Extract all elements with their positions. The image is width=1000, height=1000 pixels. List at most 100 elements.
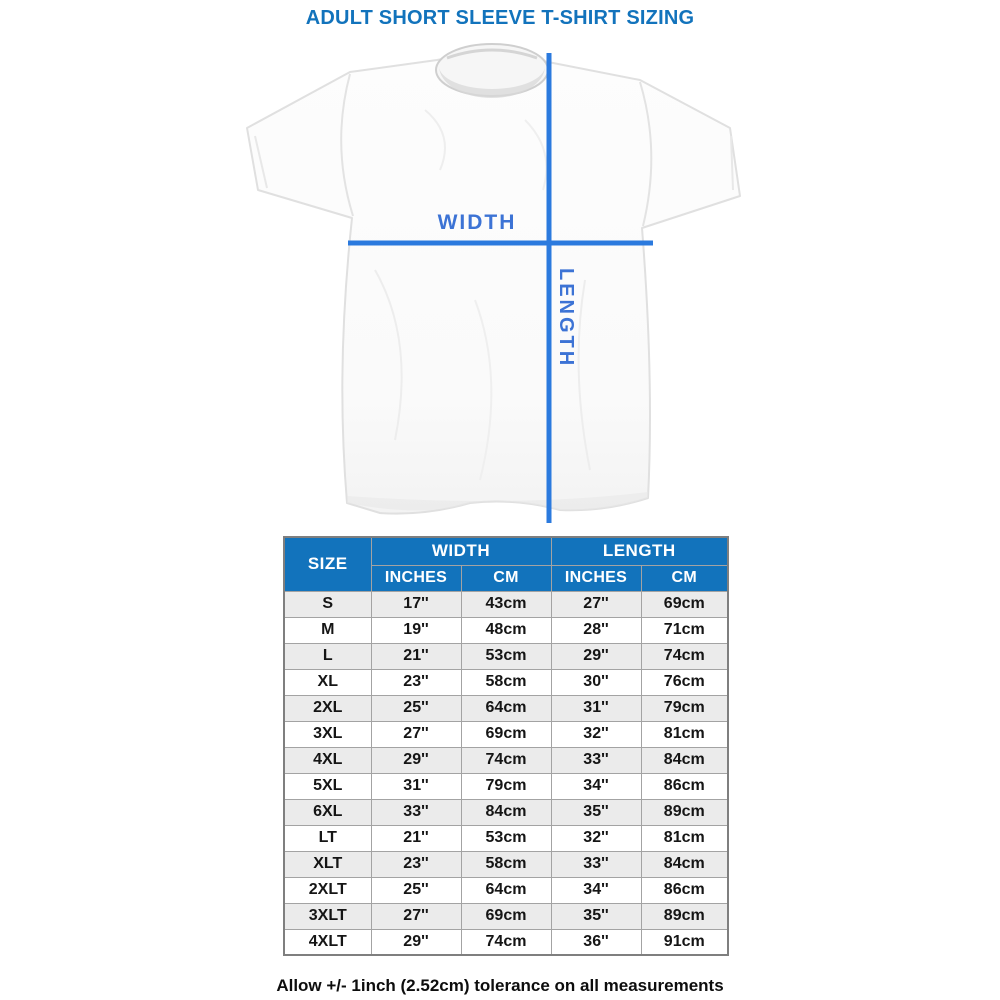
cell-width_cm: 53cm (460, 642, 552, 670)
cell-width_cm: 58cm (460, 850, 552, 878)
size-table-body: S 17'' 43cm 27'' 69cm M 19'' 48cm 28'' 71cm L 21'' 5… (283, 590, 729, 956)
cell-width_in: 23'' (370, 850, 462, 878)
left-cuff-fold (254, 135, 268, 189)
cell-length_in: 34'' (550, 772, 642, 800)
cell-length_cm: 81cm (640, 824, 729, 852)
cell-length_cm: 69cm (640, 590, 729, 618)
length-label: LENGTH (555, 268, 577, 369)
cell-width_cm: 43cm (460, 590, 552, 618)
cell-width_cm: 58cm (460, 668, 552, 696)
wrinkle (474, 299, 493, 481)
cell-length_cm: 89cm (640, 798, 729, 826)
table-row: 2XLT 25'' 64cm 34'' 86cm (283, 876, 729, 904)
tshirt-diagram (225, 40, 775, 536)
right-sleeve-seam (639, 81, 653, 227)
cell-width_in: 25'' (370, 694, 462, 722)
wrinkle (374, 269, 403, 441)
cell-width_cm: 69cm (460, 902, 552, 930)
table-row: 3XL 27'' 69cm 32'' 81cm (283, 720, 729, 748)
cell-width_in: 21'' (370, 642, 462, 670)
cell-size: S (283, 590, 372, 618)
table-row: L 21'' 53cm 29'' 74cm (283, 642, 729, 670)
cell-width_cm: 74cm (460, 746, 552, 774)
table-row: 5XL 31'' 79cm 34'' 86cm (283, 772, 729, 800)
cell-size: XLT (283, 850, 372, 878)
collar-outline (435, 43, 549, 97)
wrinkle (524, 119, 548, 191)
cell-size: 4XL (283, 746, 372, 774)
cell-length_in: 35'' (550, 902, 642, 930)
cell-length_cm: 89cm (640, 902, 729, 930)
cell-width_in: 17'' (370, 590, 462, 618)
cell-length_cm: 91cm (640, 928, 729, 956)
cell-width_cm: 48cm (460, 616, 552, 644)
cell-size: 4XLT (283, 928, 372, 956)
table-row: S 17'' 43cm 27'' 69cm (283, 590, 729, 618)
cell-length_in: 29'' (550, 642, 642, 670)
cell-size: 3XLT (283, 902, 372, 930)
cell-size: 6XL (283, 798, 372, 826)
tolerance-note: Allow +/- 1inch (2.52cm) tolerance on al… (276, 976, 724, 995)
wrinkle (424, 109, 446, 171)
cell-width_in: 19'' (370, 616, 462, 644)
cell-width_cm: 53cm (460, 824, 552, 852)
cell-width_in: 21'' (370, 824, 462, 852)
header-length-group: LENGTH (550, 536, 729, 566)
tshirt-image (246, 43, 741, 523)
cell-length_in: 28'' (550, 616, 642, 644)
cell-length_cm: 76cm (640, 668, 729, 696)
header-width-group: WIDTH (370, 536, 552, 566)
cell-length_in: 27'' (550, 590, 642, 618)
cell-length_in: 36'' (550, 928, 642, 956)
cell-width_cm: 64cm (460, 694, 552, 722)
size-chart-header: SIZE WIDTH LENGTH INCHES CM INCHES CM (283, 536, 729, 592)
cell-width_in: 29'' (370, 928, 462, 956)
table-row: XLT 23'' 58cm 33'' 84cm (283, 850, 729, 878)
header-size: SIZE (283, 536, 372, 592)
cell-width_cm: 64cm (460, 876, 552, 904)
table-row: M 19'' 48cm 28'' 71cm (283, 616, 729, 644)
cell-size: LT (283, 824, 372, 852)
cell-size: 2XL (283, 694, 372, 722)
cell-width_cm: 84cm (460, 798, 552, 826)
cell-length_cm: 84cm (640, 850, 729, 878)
cell-width_in: 33'' (370, 798, 462, 826)
table-row: 4XL 29'' 74cm 33'' 84cm (283, 746, 729, 774)
page-title: ADULT SHORT SLEEVE T-SHIRT SIZING (305, 7, 695, 29)
cell-size: M (283, 616, 372, 644)
cell-length_cm: 84cm (640, 746, 729, 774)
cell-length_cm: 86cm (640, 772, 729, 800)
header-length-inches: INCHES (550, 564, 642, 592)
cell-width_in: 31'' (370, 772, 462, 800)
header-length-cm: CM (640, 564, 729, 592)
tshirt-body (246, 53, 741, 515)
cell-length_in: 32'' (550, 824, 642, 852)
cell-length_in: 33'' (550, 746, 642, 774)
cell-length_cm: 71cm (640, 616, 729, 644)
collar-inner-shadow (439, 66, 545, 98)
cell-length_in: 30'' (550, 668, 642, 696)
collar-back (446, 48, 538, 60)
cell-length_cm: 79cm (640, 694, 729, 722)
cell-width_cm: 69cm (460, 720, 552, 748)
table-row: 3XLT 27'' 69cm 35'' 89cm (283, 902, 729, 930)
cell-width_cm: 74cm (460, 928, 552, 956)
cell-size: 3XL (283, 720, 372, 748)
cell-length_in: 32'' (550, 720, 642, 748)
left-sleeve-seam (340, 73, 354, 217)
cell-length_cm: 86cm (640, 876, 729, 904)
cell-length_cm: 81cm (640, 720, 729, 748)
cell-width_in: 29'' (370, 746, 462, 774)
cell-length_in: 34'' (550, 876, 642, 904)
table-row: XL 23'' 58cm 30'' 76cm (283, 668, 729, 696)
cell-width_in: 25'' (370, 876, 462, 904)
cell-length_in: 33'' (550, 850, 642, 878)
cell-length_cm: 74cm (640, 642, 729, 670)
cell-size: XL (283, 668, 372, 696)
cell-width_in: 27'' (370, 720, 462, 748)
cell-size: 5XL (283, 772, 372, 800)
header-width-inches: INCHES (370, 564, 462, 592)
table-row: 4XLT 29'' 74cm 36'' 91cm (283, 928, 729, 956)
